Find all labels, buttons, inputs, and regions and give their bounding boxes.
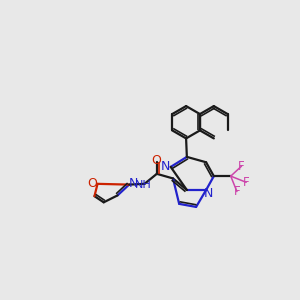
Text: N: N (204, 187, 213, 200)
Text: O: O (151, 154, 161, 167)
Text: F: F (243, 176, 250, 189)
Text: O: O (87, 177, 97, 190)
Text: F: F (234, 185, 240, 198)
Text: N: N (160, 160, 170, 172)
Text: N: N (129, 177, 138, 190)
Text: F: F (238, 160, 245, 172)
Text: NH: NH (135, 180, 152, 190)
